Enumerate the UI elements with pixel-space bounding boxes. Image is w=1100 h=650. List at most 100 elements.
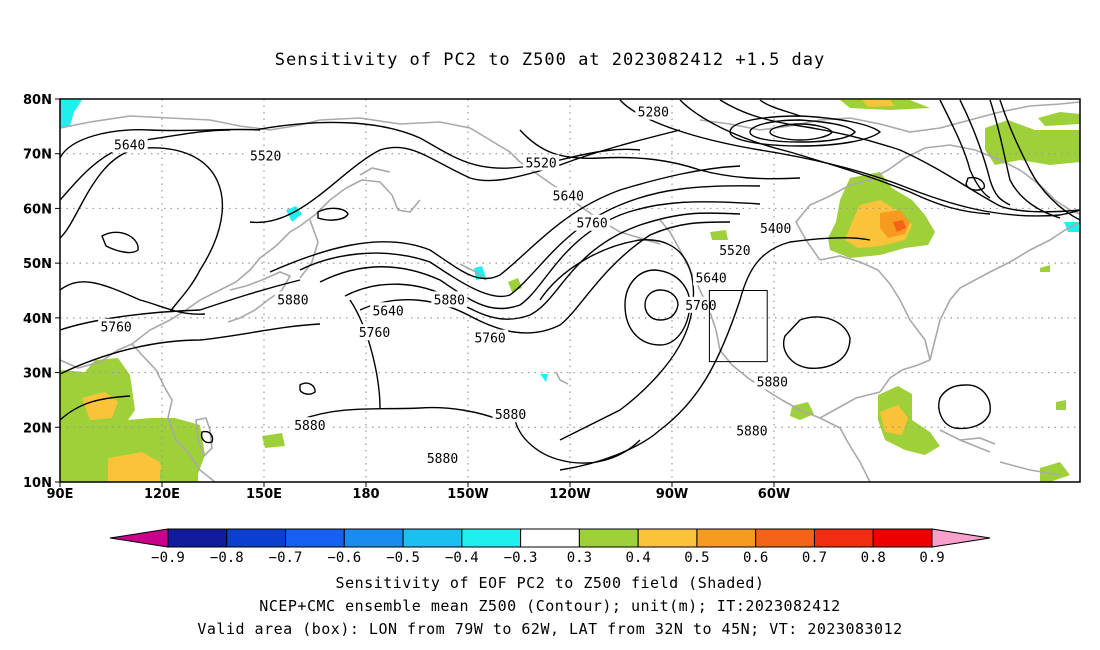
contour-line xyxy=(344,212,741,320)
contour-label: 5520 xyxy=(250,149,281,164)
caption-line-3: Valid area (box): LON from 79W to 62W, L… xyxy=(197,620,903,638)
colorbar-box xyxy=(402,528,463,548)
contour-line xyxy=(729,115,882,147)
coastline xyxy=(939,429,991,453)
colorbar-label: −0.4 xyxy=(445,550,479,566)
colorbar-box xyxy=(755,528,815,548)
lat-tick-label: 40N xyxy=(23,312,52,327)
contour-line xyxy=(59,395,131,421)
contour-label: 5400 xyxy=(760,222,791,237)
coastline xyxy=(555,371,561,381)
colorbar-min-triangle xyxy=(109,528,169,548)
sensitivity-patch xyxy=(60,100,82,128)
lat-tick-label: 20N xyxy=(23,421,52,436)
contour-label-bg xyxy=(98,318,135,335)
colorbar-box xyxy=(872,528,933,548)
contour-label-bg xyxy=(523,154,560,171)
contour-line xyxy=(644,289,679,321)
colorbar-label: −0.8 xyxy=(210,550,244,566)
sensitivity-patch xyxy=(540,374,548,382)
contour-label-bg xyxy=(431,291,468,308)
contour-line xyxy=(514,419,641,464)
contour-label: 5760 xyxy=(576,217,607,232)
contour-line xyxy=(317,207,349,221)
colorbar-box xyxy=(226,528,287,548)
contour-line xyxy=(939,99,991,199)
lat-tick-label: 30N xyxy=(23,367,52,382)
contour-line xyxy=(679,99,991,215)
contour-label-bg xyxy=(111,136,148,153)
contour-label: 5640 xyxy=(114,139,145,154)
contour-line xyxy=(965,176,985,191)
coastline xyxy=(795,195,831,261)
colorbar-label: 0.4 xyxy=(626,550,651,566)
coastline xyxy=(59,115,321,131)
colorbar-max-triangle xyxy=(931,528,991,548)
sensitivity-patch xyxy=(474,266,486,280)
contour-label-bg xyxy=(574,214,611,231)
contour-line xyxy=(299,406,501,421)
colorbar-box xyxy=(696,528,757,548)
lon-tick-label: 180 xyxy=(352,487,379,502)
contour-label-bg xyxy=(754,373,791,390)
colorbar-box xyxy=(578,528,639,548)
contour-line xyxy=(101,231,139,254)
sensitivity-patch xyxy=(1040,265,1050,272)
lat-tick-label: 50N xyxy=(23,257,52,272)
coastline xyxy=(819,255,931,361)
coastline xyxy=(195,417,213,458)
coastline xyxy=(999,461,1061,476)
contour-label-bg xyxy=(492,406,529,423)
valid-area-box xyxy=(708,290,768,363)
colorbar-label: 0.5 xyxy=(684,550,709,566)
contour-label: 5520 xyxy=(719,244,750,259)
contour-label-bg xyxy=(693,269,730,286)
contour-line xyxy=(254,121,641,169)
lon-tick-label: 120E xyxy=(144,487,180,502)
contour-label-bg xyxy=(716,242,753,259)
colorbar-label: −0.3 xyxy=(504,550,538,566)
contour-label-bg xyxy=(635,103,672,120)
contour-line xyxy=(759,99,801,117)
contour-label-bg xyxy=(370,302,407,319)
colorbar-box xyxy=(520,528,580,548)
contour-line xyxy=(783,316,851,369)
contour-label-bg xyxy=(424,450,461,467)
contour-label-bg xyxy=(757,220,794,237)
sensitivity-patch xyxy=(1056,400,1066,410)
colorbar-box xyxy=(343,528,404,548)
contour-label-bg xyxy=(247,147,284,164)
plot-title: Sensitivity of PC2 to Z500 at 2023082412… xyxy=(274,50,826,70)
sensitivity-patch xyxy=(1038,112,1080,126)
contour-line xyxy=(559,237,871,471)
contour-line xyxy=(959,99,1011,206)
z500-contours xyxy=(59,99,1081,471)
coastline xyxy=(959,437,996,445)
coastline xyxy=(559,379,569,385)
contour-label: 5760 xyxy=(474,332,505,347)
contour-line xyxy=(769,123,833,141)
contour-line xyxy=(749,119,856,143)
coastline xyxy=(59,343,216,483)
contour-line xyxy=(299,185,761,298)
coastline xyxy=(929,221,1081,361)
coastline xyxy=(359,167,391,176)
contour-line xyxy=(539,239,695,441)
gridlines xyxy=(60,99,1080,482)
contour-line xyxy=(349,299,381,409)
colorbar-box xyxy=(637,528,698,548)
lon-tick-label: 90W xyxy=(656,487,688,502)
contour-label: 5640 xyxy=(372,304,403,319)
contour-line xyxy=(999,99,1081,221)
contour-line xyxy=(619,99,1081,217)
coastline xyxy=(459,263,487,281)
caption-line-1: Sensitivity of EOF PC2 to Z500 field (Sh… xyxy=(335,574,765,592)
lon-tick-label: 120W xyxy=(549,487,590,502)
sensitivity-map: 5280 5640 5520 5520 5640 5760 5400 5520 5640 5760… xyxy=(23,93,1081,566)
contour-label: 5280 xyxy=(638,106,669,121)
colorbar-label: 0.7 xyxy=(802,550,827,566)
colorbar-box xyxy=(285,528,345,548)
coastline xyxy=(519,161,661,245)
sensitivity-patch xyxy=(1040,462,1070,482)
sensitivity-shading xyxy=(60,100,1080,482)
